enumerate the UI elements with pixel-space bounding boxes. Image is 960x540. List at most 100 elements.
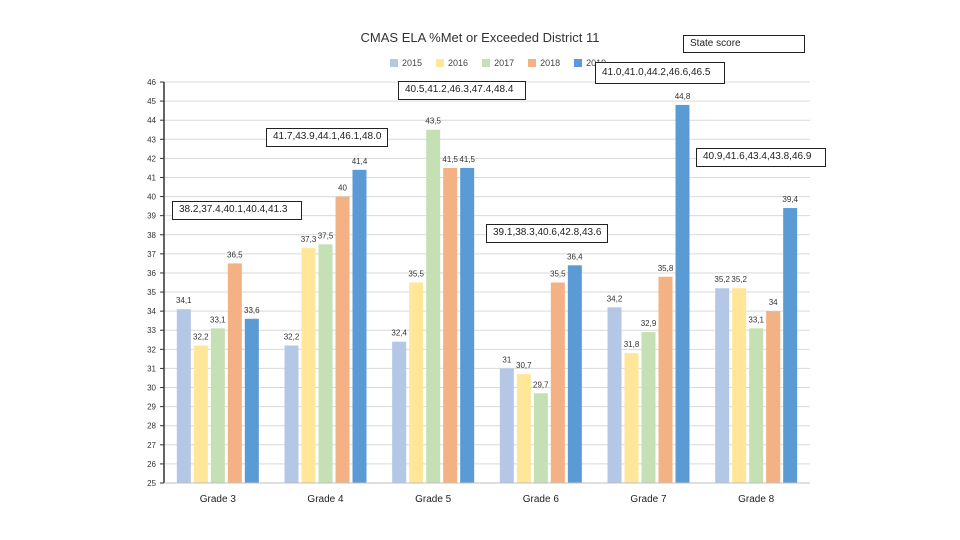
state-score-box: State score [683,35,805,53]
bar-grade-6-2015 [499,368,514,483]
data-label-grade-4-2016: 37,3 [301,235,317,244]
bar-grade-7-2016 [624,353,639,483]
y-tick-label-40: 40 [147,193,156,202]
bar-grade-8-2015 [715,288,730,483]
legend-label-2016: 2016 [448,58,469,68]
bar-grade-7-2019 [675,104,690,484]
y-tick-label-36: 36 [147,269,156,278]
bar-grade-6-2017 [533,393,548,483]
y-tick-label-35: 35 [147,288,156,297]
bar-grade-3-2018 [227,263,242,483]
legend-label-2018: 2018 [540,58,561,68]
bar-grade-3-2019 [244,318,259,483]
legend-swatch-2015 [390,59,398,67]
bar-grade-6-2018 [550,282,565,483]
y-tick-label-34: 34 [147,307,156,316]
y-tick-label-27: 27 [147,441,156,450]
data-label-grade-7-2019: 44,8 [675,92,691,101]
grade3-state-box: 38.2,37.4,40.1,40.4,41.3 [172,201,302,220]
bar-grade-5-2018 [443,167,458,483]
bar-grade-7-2015 [607,307,622,483]
bar-grade-4-2016 [301,248,316,483]
y-tick-label-45: 45 [147,97,156,106]
data-label-grade-4-2015: 32,2 [284,333,300,342]
data-label-grade-8-2017: 33,1 [748,315,764,324]
data-label-grade-7-2018: 35,8 [658,264,674,273]
data-label-grade-5-2018: 41,5 [442,155,458,164]
data-label-grade-4-2019: 41,4 [352,157,368,166]
bar-grade-5-2015 [392,341,407,483]
data-label-grade-6-2015: 31 [502,355,511,364]
y-tick-label-28: 28 [147,422,156,431]
data-label-grade-8-2019: 39,4 [782,195,798,204]
legend-swatch-2016 [436,59,445,67]
legend-swatch-2017 [482,59,491,67]
bar-grade-4-2015 [284,345,299,483]
y-tick-label-30: 30 [147,384,156,393]
data-label-grade-8-2015: 35,2 [714,275,730,284]
legend-swatch-2019 [574,59,583,67]
grade6-state-box: 39.1,38.3,40.6,42.8,43.6 [486,224,608,243]
data-label-grade-7-2017: 32,9 [641,319,657,328]
bar-grade-5-2019 [460,167,475,483]
y-tick-label-44: 44 [147,116,156,125]
y-tick-label-26: 26 [147,460,156,469]
data-label-grade-5-2016: 35,5 [408,270,424,279]
data-label-grade-3-2019: 33,6 [244,306,260,315]
data-label-grade-4-2017: 37,5 [318,231,334,240]
y-tick-label-37: 37 [147,250,156,259]
data-label-grade-3-2018: 36,5 [227,250,243,259]
bar-grade-3-2016 [193,345,208,483]
bar-grade-7-2018 [658,276,673,483]
data-label-grade-3-2015: 34,1 [176,296,192,305]
bar-grade-3-2015 [176,309,191,483]
chart-title: CMAS ELA %Met or Exceeded District 11 [360,30,600,45]
y-tick-label-31: 31 [147,364,156,373]
data-label-grade-8-2018: 34 [769,298,778,307]
bar-grade-6-2019 [567,265,582,483]
bar-grade-5-2017 [426,129,441,483]
bar-grade-4-2018 [335,196,350,484]
y-tick-label-38: 38 [147,231,156,240]
grade7-state-box: 41.0,41.0,44.2,46.6,46.5 [595,62,725,84]
grade5-state-box: 40.5,41.2,46.3,47.4,48.4 [398,81,526,100]
legend-label-2017: 2017 [494,58,515,68]
bar-grade-7-2017 [641,332,656,483]
data-label-grade-6-2016: 30,7 [516,361,532,370]
data-label-grade-4-2018: 40 [338,184,347,193]
y-tick-label-41: 41 [147,173,156,182]
x-tick-label-grade-4: Grade 4 [307,494,344,505]
grade8-state-box: 40.9,41.6,43.4,43.8,46.9 [696,148,826,167]
x-tick-label-grade-7: Grade 7 [630,494,667,505]
data-label-grade-6-2019: 36,4 [567,252,583,261]
bar-grade-8-2019 [783,208,798,483]
data-label-grade-5-2017: 43,5 [425,117,441,126]
bar-grade-5-2016 [409,282,424,483]
x-tick-label-grade-3: Grade 3 [200,494,237,505]
legend-item-2016: 2016 [436,58,468,68]
data-label-grade-3-2017: 33,1 [210,315,226,324]
x-tick-label-grade-8: Grade 8 [738,494,775,505]
data-label-grade-5-2019: 41,5 [459,155,475,164]
y-tick-label-46: 46 [147,78,156,87]
legend: 2015 2016 2017 2018 2019 [390,58,606,68]
legend-swatch-2018 [528,59,537,67]
bar-grade-6-2016 [516,374,531,483]
y-tick-label-29: 29 [147,403,156,412]
y-tick-label-32: 32 [147,345,156,354]
data-label-grade-7-2015: 34,2 [607,294,623,303]
y-tick-label-39: 39 [147,212,156,221]
y-tick-label-43: 43 [147,135,156,144]
legend-item-2018: 2018 [528,58,560,68]
data-label-grade-3-2016: 32,2 [193,333,209,342]
legend-item-2017: 2017 [482,58,514,68]
grade4-state-box: 41.7,43.9,44.1,46.1,48.0 [266,128,388,147]
legend-item-2015: 2015 [390,58,422,68]
bar-grade-4-2019 [352,169,367,484]
bar-grade-3-2017 [210,328,225,483]
data-label-grade-6-2017: 29,7 [533,380,549,389]
data-label-grade-7-2016: 31,8 [624,340,640,349]
bar-grade-8-2017 [749,328,764,483]
legend-label-2015: 2015 [402,58,423,68]
